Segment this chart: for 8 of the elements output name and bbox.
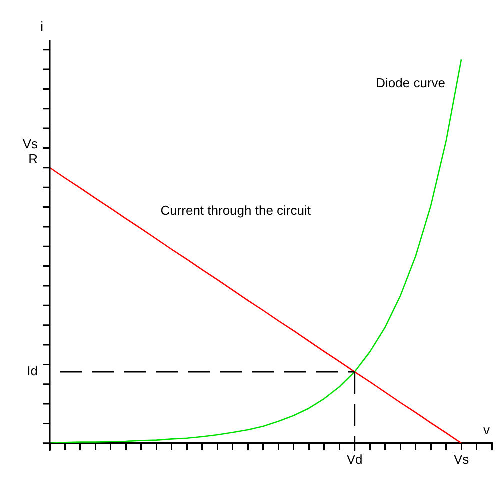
y-axis-title: i [40, 19, 44, 34]
x-tick-label: Vs [454, 452, 470, 467]
x-tick-label: Vd [346, 452, 363, 467]
text: Vs R [22, 136, 38, 166]
series-label: Current through the circuit [160, 202, 312, 218]
series-label: Diode curve [376, 75, 446, 90]
ref-line-label: Id [27, 364, 38, 379]
x-axis-title: v [484, 422, 490, 438]
